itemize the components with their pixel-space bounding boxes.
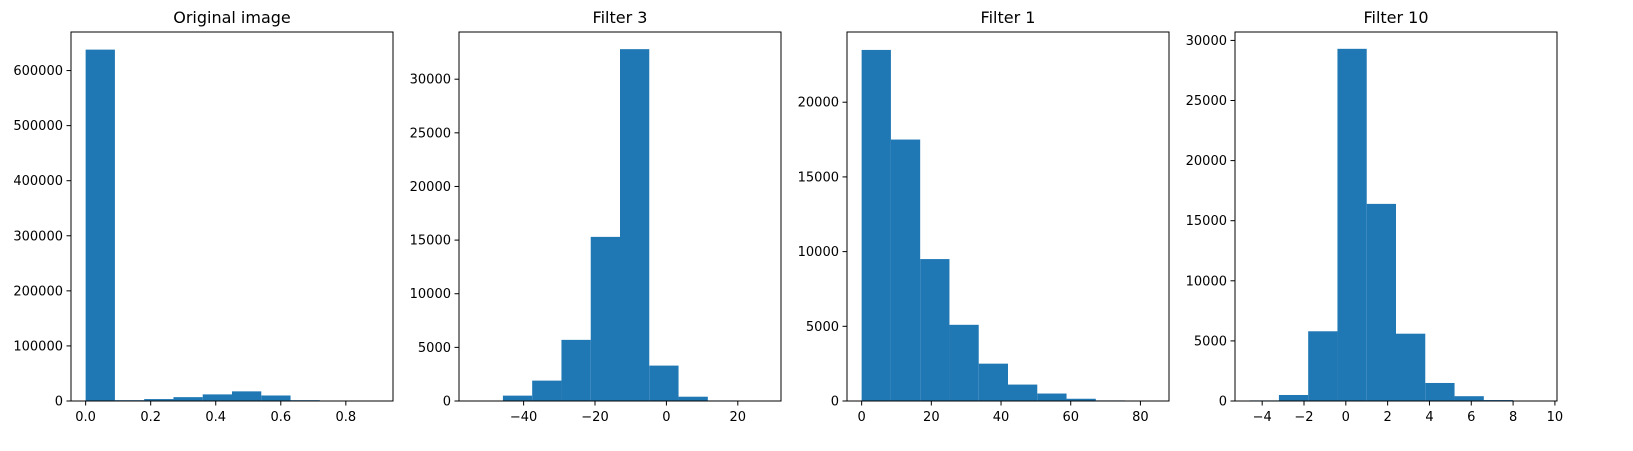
y-tick-label: 300000 [13,229,63,244]
histogram-bar [949,324,979,401]
histogram-bar [202,394,232,401]
y-tick-label: 0 [443,395,451,410]
histogram-panel: 0 20 40 60 80 0 5000 10000 15000 20000 Filter 1 [798,8,1170,425]
x-tick-label: 0 [857,410,865,425]
y-tick-label: 0 [831,395,839,410]
y-tick-label: 15000 [1186,214,1227,229]
chart-title: Filter 10 [1363,8,1428,27]
x-tick-label: −2 [1294,410,1313,425]
histogram-bar [144,399,174,401]
chart-title: Filter 3 [593,8,648,27]
y-tick-label: 30000 [410,73,451,88]
x-tick-label: 8 [1509,410,1517,425]
axes-frame [846,31,1170,402]
axes-frame [458,31,782,402]
x-tick-label: −40 [510,410,537,425]
y-tick-label: 500000 [13,119,63,134]
histogram-bar [678,396,708,401]
chart-title: Filter 1 [981,8,1036,27]
axes-frame [70,31,394,402]
histogram-panel: −4 −2 0 2 4 6 8 10 0 5000 10000 15000 20000 25000 3000… [1186,8,1564,425]
y-tick-label: 400000 [13,174,63,189]
histogram-bar [232,391,262,401]
y-tick-label: 10000 [798,245,839,260]
y-tick-label: 25000 [410,126,451,141]
y-tick-label: 100000 [13,339,63,354]
histogram-bar [1454,396,1484,401]
histogram-bar [920,259,950,401]
x-tick-label: 10 [1547,410,1564,425]
axes-frame [1234,31,1558,402]
x-tick-label: −4 [1253,410,1272,425]
x-tick-label: 80 [1132,410,1149,425]
y-tick-label: 0 [1219,395,1227,410]
y-tick-label: 30000 [1186,34,1227,49]
x-tick-label: 60 [1062,410,1079,425]
y-tick-label: 15000 [410,234,451,249]
histogram-bar [1396,333,1426,401]
histogram-bar [1008,384,1038,401]
histogram-bar [1308,331,1338,401]
y-tick-label: 5000 [418,341,451,356]
x-tick-label: 40 [993,410,1010,425]
y-tick-label: 0 [55,395,63,410]
x-tick-label: 0 [1342,410,1350,425]
histogram-panel: −40 −20 0 20 0 5000 10000 15000 20000 25000 30000 F… [410,8,782,425]
histogram-bar [1425,382,1455,401]
histogram-bar [85,49,115,402]
y-tick-label: 20000 [410,180,451,195]
x-tick-label: 6 [1467,410,1475,425]
y-tick-label: 20000 [798,96,839,111]
x-tick-label: 0.0 [75,410,96,425]
y-tick-label: 20000 [1186,154,1227,169]
x-tick-label: 0.2 [140,410,161,425]
x-tick-label: −20 [581,410,608,425]
y-tick-label: 25000 [1186,94,1227,109]
histogram-bar [561,339,591,401]
histogram-bar [890,139,921,402]
x-tick-label: 4 [1425,410,1433,425]
y-tick-label: 200000 [13,284,63,299]
histogram-bar [502,395,533,401]
histogram-bar [1366,203,1396,401]
x-tick-label: 20 [730,410,747,425]
x-tick-label: 0.8 [335,410,356,425]
histogram-bar [532,380,562,401]
y-tick-label: 15000 [798,170,839,185]
x-tick-label: 0.6 [270,410,291,425]
y-tick-label: 5000 [806,320,839,335]
x-tick-label: 2 [1383,410,1391,425]
y-tick-label: 10000 [410,287,451,302]
y-tick-label: 5000 [1194,334,1227,349]
histogram-bar [261,395,291,401]
histogram-bar [1037,393,1067,401]
histogram-bar [590,236,620,401]
y-tick-label: 10000 [1186,274,1227,289]
x-tick-label: 20 [923,410,940,425]
histogram-bar [173,397,203,401]
histogram-bar [1278,394,1309,401]
histogram-bar [1066,398,1096,401]
histogram-bar [1337,48,1367,401]
x-tick-label: 0 [662,410,670,425]
x-tick-label: 0.4 [205,410,226,425]
histogram-bar [649,365,679,401]
chart-title: Original image [173,8,291,27]
histogram-bar [620,49,650,402]
histogram-bar [978,363,1008,401]
y-tick-label: 600000 [13,64,63,79]
histogram-panel: 0.0 0.2 0.4 0.6 0.8 0 100000 200000 300000 400000… [13,8,394,425]
histogram-bar [861,49,891,401]
